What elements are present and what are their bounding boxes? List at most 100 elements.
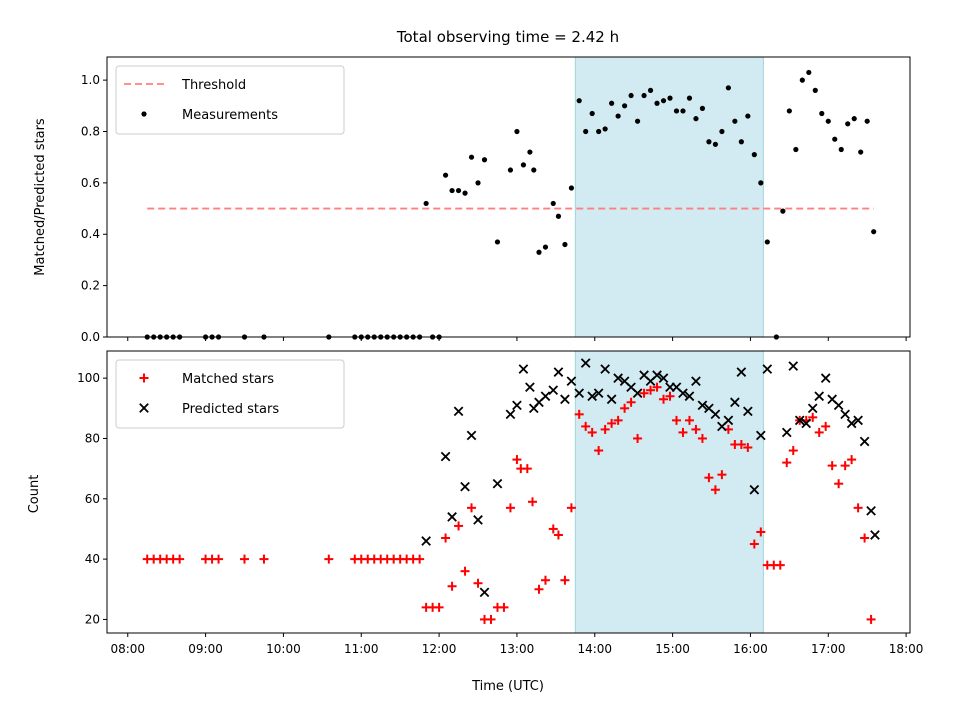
data-point [647, 87, 654, 93]
data-point [499, 602, 509, 612]
data-point [514, 128, 520, 135]
data-point [807, 403, 818, 414]
data-point [607, 418, 617, 428]
y-tick-label: 0.2 [81, 279, 100, 293]
data-point [550, 200, 556, 207]
data-point [775, 560, 785, 570]
y-tick-label: 0.8 [81, 124, 100, 138]
data-point [479, 587, 490, 598]
data-point [600, 424, 610, 434]
data-point [505, 503, 515, 513]
data-point [468, 154, 475, 160]
data-point [527, 149, 533, 155]
plot-frame [106, 350, 911, 634]
data-point [717, 470, 727, 480]
data-point [593, 388, 604, 399]
data-point [699, 105, 706, 111]
series-measurements [144, 69, 877, 340]
legend-label: Threshold [181, 78, 246, 93]
x-tick-label: 18:00 [889, 642, 924, 656]
data-point [447, 512, 457, 522]
data-point [782, 458, 792, 468]
data-point [486, 614, 496, 624]
data-point [736, 367, 747, 377]
data-point [542, 244, 549, 250]
highlight-window [574, 56, 764, 338]
data-point [581, 421, 591, 431]
x-tick-label: 15:00 [655, 642, 690, 656]
data-point [467, 503, 477, 513]
x-tick-label: 16:00 [733, 642, 768, 656]
x-tick-label: 11:00 [344, 642, 379, 656]
data-point [680, 108, 686, 114]
data-point [536, 249, 542, 255]
data-point [788, 361, 799, 371]
data-point [820, 373, 831, 383]
data-point [324, 554, 334, 564]
data-point [576, 98, 582, 104]
data-point [434, 602, 444, 612]
data-point [440, 451, 451, 462]
data-point [864, 118, 870, 124]
data-point [706, 139, 712, 145]
data-point [259, 554, 269, 564]
data-point [475, 180, 481, 186]
data-point [639, 388, 649, 398]
data-point [560, 575, 570, 585]
data-point [606, 394, 617, 405]
data-point [494, 239, 501, 245]
data-point [587, 391, 598, 402]
data-point [587, 427, 597, 437]
data-point [840, 461, 850, 471]
data-point [840, 409, 850, 420]
data-point [462, 190, 468, 196]
data-point [512, 455, 522, 465]
data-point [654, 100, 660, 106]
data-point [693, 116, 699, 122]
data-point [454, 521, 464, 531]
data-point [686, 95, 693, 101]
data-point [755, 430, 766, 441]
data-point [723, 415, 734, 426]
data-point [613, 373, 623, 383]
data-point [781, 427, 792, 438]
data-point [788, 446, 798, 456]
data-point [534, 584, 544, 594]
data-point [583, 128, 589, 135]
data-point [622, 103, 628, 109]
data-point [838, 146, 844, 153]
data-point [602, 126, 608, 132]
data-point [460, 481, 470, 492]
x-tick-label: 17:00 [811, 642, 846, 656]
data-point [540, 391, 551, 402]
data-point [566, 503, 576, 513]
data-point [548, 524, 558, 534]
data-point [613, 415, 623, 425]
data-point [786, 108, 792, 114]
x-tick-label: 10:00 [266, 642, 301, 656]
data-point [600, 364, 610, 374]
data-point [548, 385, 559, 396]
data-point [806, 69, 812, 76]
data-point [704, 473, 714, 483]
data-point [596, 128, 602, 135]
data-point [710, 485, 720, 495]
plot-frame [106, 56, 911, 338]
data-point [812, 87, 818, 93]
chart-title: Total observing time = 2.42 h [396, 28, 619, 46]
y-tick-label: 0.6 [81, 176, 100, 190]
data-point [574, 388, 585, 399]
y-tick-label: 0.0 [81, 330, 100, 344]
x-tick-label: 08:00 [110, 642, 145, 656]
data-point [847, 455, 857, 465]
data-point [560, 394, 570, 405]
data-point [415, 554, 425, 564]
y-axis-label-top: Matched/Predicted stars [33, 118, 48, 276]
legend-label: Predicted stars [182, 402, 279, 417]
data-point [423, 200, 429, 207]
data-point [507, 167, 514, 173]
y-tick-label: 40 [85, 552, 100, 566]
data-point [749, 539, 759, 549]
data-point [620, 403, 630, 413]
